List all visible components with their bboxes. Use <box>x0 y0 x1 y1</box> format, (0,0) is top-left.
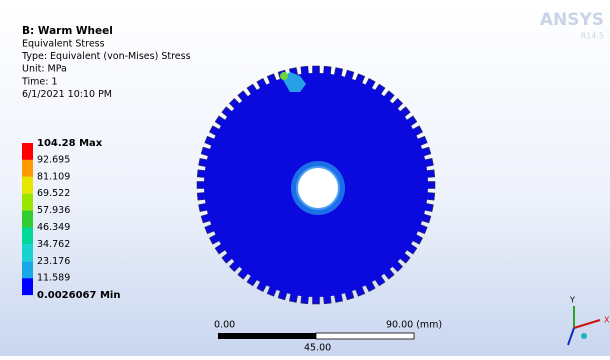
legend-swatch <box>22 194 33 211</box>
legend-label: 0.0026067 Min <box>37 290 120 301</box>
legend-label: 11.589 <box>37 273 70 284</box>
title: B: Warm Wheel <box>22 25 113 37</box>
version: R14.5 <box>581 32 604 41</box>
legend-swatch <box>22 177 33 194</box>
header-line: Time: 1 <box>21 76 58 87</box>
triad-x-label: X <box>604 316 610 325</box>
header-line: Unit: MPa <box>22 64 67 75</box>
legend-label: 104.28 Max <box>37 138 103 149</box>
legend-label: 46.349 <box>37 222 70 233</box>
scale-left: 0.00 <box>214 320 235 331</box>
legend-label: 34.762 <box>37 239 70 250</box>
scale-bar-white <box>316 333 414 339</box>
legend-swatch <box>22 244 33 261</box>
legend-swatch <box>22 211 33 228</box>
legend-swatch <box>22 228 33 245</box>
scale-right: 90.00 (mm) <box>386 320 442 331</box>
logo: ANSYS <box>540 10 604 30</box>
legend-label: 23.176 <box>37 256 70 267</box>
legend-label: 57.936 <box>37 205 70 216</box>
legend-swatch <box>22 160 33 177</box>
header-line: Equivalent Stress <box>22 39 105 50</box>
scale-bar-black <box>218 333 316 339</box>
legend-label: 69.522 <box>37 188 70 199</box>
viewport: B: Warm Wheel Equivalent StressType: Equ… <box>0 0 610 356</box>
triad-y-label: Y <box>569 296 575 305</box>
legend-swatch <box>22 278 33 295</box>
legend-label: 81.109 <box>37 171 70 182</box>
header-line: 6/1/2021 10:10 PM <box>22 89 112 100</box>
triad-dot <box>581 333 587 339</box>
legend-swatch <box>22 261 33 278</box>
scale-mid: 45.00 <box>304 343 331 354</box>
legend-swatch <box>22 143 33 160</box>
legend-label: 92.695 <box>37 154 70 165</box>
stress-peak <box>280 72 288 80</box>
bore <box>297 167 339 209</box>
header-line: Type: Equivalent (von-Mises) Stress <box>21 51 191 62</box>
